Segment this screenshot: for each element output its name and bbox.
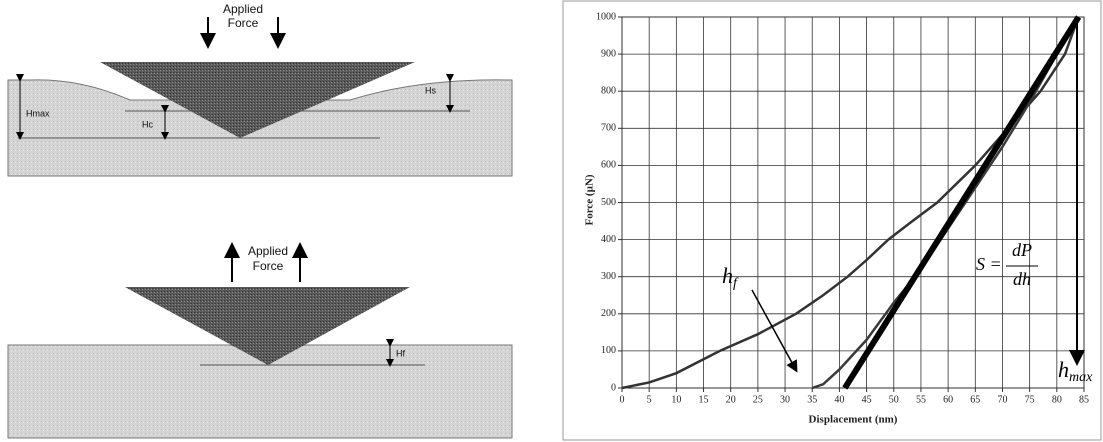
y-axis-label: Force (µN) [584, 174, 596, 225]
x-tick-label: 55 [916, 394, 926, 405]
unloading-diagram: Applied Force Hf [8, 244, 512, 438]
x-tick-label: 30 [780, 394, 790, 405]
x-tick-label: 15 [699, 394, 709, 405]
chart: 0 100 200 300 400 500 600 700 800 900 1000 0 5 10 15 20… [596, 11, 1089, 405]
x-tick-label: 0 [620, 394, 625, 405]
loading-diagram: Applied Force Hmax Hc Hs [8, 2, 512, 176]
x-tick-label: 35 [807, 394, 817, 405]
y-tick-label: 100 [601, 345, 616, 356]
y-tick-label: 900 [601, 48, 616, 59]
y-tick-label: 0 [611, 382, 616, 393]
force-label: Applied [223, 2, 263, 16]
force-label: Applied [248, 244, 288, 258]
x-axis-label: Displacement (nm) [809, 414, 898, 426]
x-tick-label: 70 [997, 394, 1007, 405]
y-tick-label: 600 [601, 160, 616, 171]
hf-label: Hf [396, 348, 405, 358]
x-tick-label: 45 [862, 394, 872, 405]
y-tick-label: 300 [601, 271, 616, 282]
x-tick-label: 75 [1025, 394, 1035, 405]
x-tick-label: 40 [834, 394, 844, 405]
x-tick-label: 10 [671, 394, 681, 405]
y-tick-label: 200 [601, 308, 616, 319]
y-tick-label: 700 [601, 123, 616, 134]
y-tick-label: 500 [601, 197, 616, 208]
x-tick-label: 60 [943, 394, 953, 405]
x-tick-label: 65 [970, 394, 980, 405]
x-tick-label: 20 [726, 394, 736, 405]
x-tick-label: 50 [889, 394, 899, 405]
x-tick-label: 85 [1079, 394, 1089, 405]
stiffness-den: dh [1013, 269, 1031, 289]
stiffness-lhs: S = [976, 254, 1002, 274]
figure: Applied Force Hmax Hc Hs Applied Force H… [0, 0, 1103, 442]
hs-label: Hs [425, 85, 436, 95]
x-tick-label: 5 [647, 394, 652, 405]
hmax-label: Hmax [26, 108, 50, 118]
x-tick-label: 80 [1052, 394, 1062, 405]
stiffness-num: dP [1012, 240, 1032, 260]
force-label: Force [228, 16, 259, 30]
y-tick-label: 800 [601, 85, 616, 96]
hc-label: Hc [142, 119, 153, 129]
y-tick-label: 400 [601, 234, 616, 245]
force-label: Force [253, 259, 284, 273]
y-tick-label: 1000 [596, 11, 616, 22]
x-tick-label: 25 [753, 394, 763, 405]
